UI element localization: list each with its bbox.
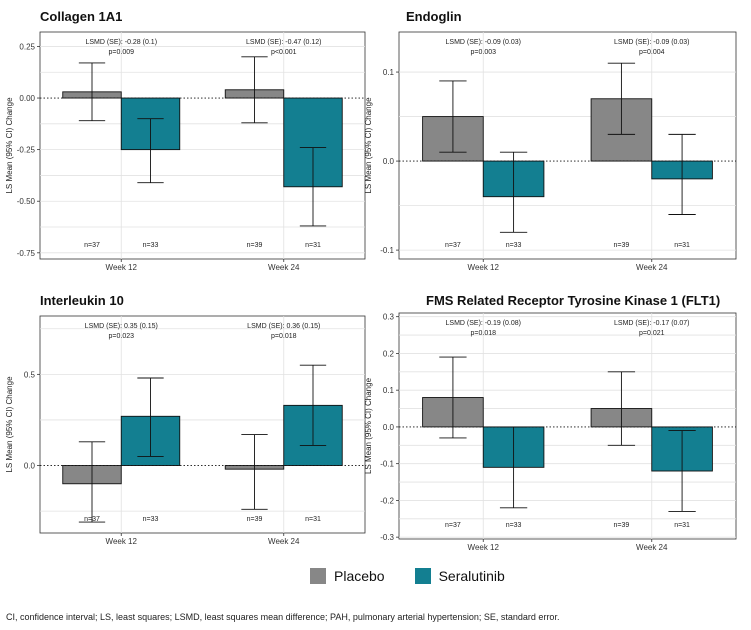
y-tick-label: 0.1 (383, 68, 395, 77)
y-axis-label: LS Mean (95% CI) Change (364, 97, 373, 194)
lsmd-annotation: LSMD (SE): -0.28 (0.1) (85, 39, 157, 46)
lsmd-annotation: LSMD (SE): 0.36 (0.15) (247, 323, 320, 330)
n-label: n=31 (305, 516, 321, 523)
y-tick-label: 0.0 (24, 462, 36, 471)
y-tick-label: -0.2 (380, 496, 394, 505)
y-axis-label: LS Mean (95% CI) Change (5, 376, 14, 473)
y-tick-label: 0.0 (383, 423, 395, 432)
y-tick-label: -0.50 (17, 197, 36, 206)
n-label: n=37 (445, 522, 461, 529)
n-label: n=39 (614, 522, 630, 529)
y-tick-label: -0.1 (380, 246, 394, 255)
n-label: n=33 (143, 516, 159, 523)
legend-label-placebo: Placebo (334, 568, 385, 584)
y-axis-label: LS Mean (95% CI) Change (5, 97, 14, 194)
n-label: n=39 (247, 516, 263, 523)
y-tick-label: 0.00 (19, 94, 35, 103)
n-label: n=37 (84, 516, 100, 523)
chart-title: Interleukin 10 (40, 293, 124, 308)
legend-item-seralutinib: Seralutinib (414, 568, 505, 584)
x-tick-label: Week 12 (468, 263, 500, 272)
y-tick-label: -0.1 (380, 460, 394, 469)
p-value-annotation: p=0.004 (639, 49, 665, 56)
lsmd-annotation: LSMD (SE): -0.09 (0.03) (614, 39, 689, 46)
legend-label-seralutinib: Seralutinib (438, 568, 505, 584)
x-tick-label: Week 12 (106, 263, 138, 272)
y-tick-label: 0.1 (383, 386, 395, 395)
placebo-swatch (310, 568, 326, 584)
lsmd-annotation: LSMD (SE): -0.09 (0.03) (446, 39, 521, 46)
y-tick-label: 0.0 (383, 157, 395, 166)
p-value-annotation: p=0.021 (639, 330, 665, 337)
y-tick-label: -0.3 (380, 533, 394, 542)
y-tick-label: 0.2 (383, 349, 395, 358)
legend: Placebo Seralutinib (310, 568, 535, 584)
p-value-annotation: p=0.023 (109, 333, 135, 340)
p-value-annotation: p=0.018 (471, 330, 497, 337)
p-value-annotation: p=0.003 (471, 49, 497, 56)
x-tick-label: Week 24 (636, 263, 668, 272)
n-label: n=31 (674, 522, 690, 529)
y-tick-label: -0.75 (17, 249, 36, 258)
n-label: n=33 (506, 242, 522, 249)
chart-title: Endoglin (406, 9, 462, 24)
x-tick-label: Week 12 (468, 543, 500, 552)
footnote: CI, confidence interval; LS, least squar… (6, 612, 560, 622)
n-label: n=31 (674, 242, 690, 249)
p-value-annotation: p<0.001 (271, 49, 297, 56)
x-tick-label: Week 24 (636, 543, 668, 552)
lsmd-annotation: LSMD (SE): 0.35 (0.15) (85, 323, 158, 330)
chart-title: FMS Related Receptor Tyrosine Kinase 1 (… (426, 293, 720, 308)
y-tick-label: -0.25 (17, 146, 36, 155)
n-label: n=31 (305, 242, 321, 249)
n-label: n=39 (247, 242, 263, 249)
y-axis-label: LS Mean (95% CI) Change (364, 377, 373, 474)
x-tick-label: Week 24 (268, 537, 300, 546)
x-tick-label: Week 12 (106, 537, 138, 546)
p-value-annotation: p=0.009 (109, 49, 135, 56)
x-tick-label: Week 24 (268, 263, 300, 272)
n-label: n=33 (143, 242, 159, 249)
chart-title: Collagen 1A1 (40, 9, 122, 24)
lsmd-annotation: LSMD (SE): -0.47 (0.12) (246, 39, 321, 46)
y-tick-label: 0.25 (19, 42, 35, 51)
n-label: n=37 (445, 242, 461, 249)
lsmd-annotation: LSMD (SE): -0.19 (0.08) (446, 320, 521, 327)
n-label: n=33 (506, 522, 522, 529)
y-tick-label: 0.3 (383, 313, 395, 322)
legend-item-placebo: Placebo (310, 568, 385, 584)
p-value-annotation: p=0.018 (271, 333, 297, 340)
y-tick-label: 0.5 (24, 370, 36, 379)
n-label: n=37 (84, 242, 100, 249)
seralutinib-swatch (414, 568, 431, 584)
lsmd-annotation: LSMD (SE): -0.17 (0.07) (614, 320, 689, 327)
n-label: n=39 (614, 242, 630, 249)
